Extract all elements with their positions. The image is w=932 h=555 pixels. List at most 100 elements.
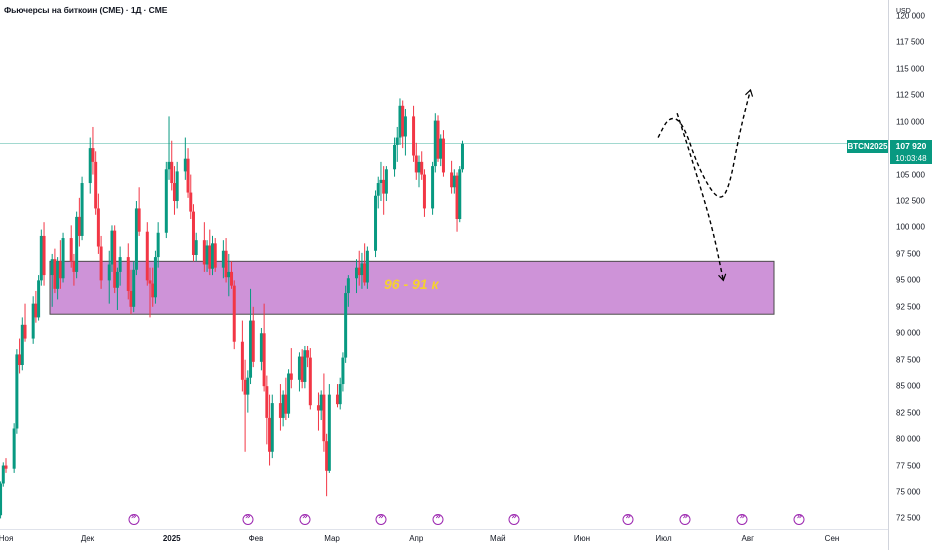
candle-body (88, 148, 92, 184)
candle-body (365, 250, 369, 283)
time-tick-label: Мар (324, 534, 340, 543)
candle-body (96, 208, 100, 247)
candle-body (246, 377, 250, 395)
price-tick-label: 85 000 (896, 381, 921, 391)
price-tick-label: 77 500 (896, 461, 921, 471)
candle-body (126, 257, 130, 291)
time-tick-label: Апр (409, 534, 424, 543)
economic-event-icon[interactable] (375, 512, 387, 525)
candle-body (50, 259, 54, 276)
candle-body (268, 417, 272, 452)
price-tick-label: 100 000 (896, 222, 925, 232)
candle-body (115, 271, 119, 288)
candle-body (270, 403, 274, 452)
economic-event-icon[interactable] (432, 512, 444, 525)
candle-body (287, 373, 291, 414)
economic-event-icon[interactable] (622, 512, 634, 525)
candle-body (412, 116, 416, 156)
candle-body (77, 216, 81, 236)
chart-title: Фьючерсы на биткоин (CME) · 1Д · CME (4, 5, 168, 15)
candle-body (145, 231, 149, 281)
economic-event-icon[interactable] (242, 512, 254, 525)
candle-body (170, 161, 174, 184)
candle-body (357, 267, 361, 276)
candle-body (335, 394, 339, 405)
bar-countdown-label: 10:03:48 (890, 153, 932, 164)
candle-body (221, 250, 225, 268)
candle-body (4, 465, 8, 469)
candle-body (75, 216, 79, 272)
forecast-path (657, 89, 752, 198)
candle-body (113, 230, 117, 288)
candle-body (325, 441, 329, 471)
forecast-arrowhead (745, 88, 754, 97)
candle-body (303, 350, 307, 382)
candle-body (56, 261, 60, 289)
candle-body (452, 175, 456, 188)
candle-body (153, 257, 157, 298)
price-axis-border (888, 0, 889, 550)
candle-body (224, 250, 228, 278)
candle-body (230, 271, 234, 286)
candle-body (69, 238, 73, 262)
current-price-label: 107 920 (890, 140, 932, 153)
candle-body (355, 267, 359, 279)
candle-body (322, 394, 326, 442)
candle-body (395, 137, 399, 145)
candle-body (281, 394, 285, 418)
candle-body (382, 179, 386, 194)
economic-event-icon[interactable] (128, 512, 140, 525)
candle-body (211, 243, 214, 269)
candle-body (99, 246, 103, 281)
candle-body (403, 116, 407, 137)
candle-body (148, 280, 152, 284)
candle-body (327, 394, 331, 471)
candle-body (53, 259, 57, 289)
candle-body (118, 257, 122, 272)
candle-body (344, 293, 348, 358)
time-tick-label: Сен (824, 534, 840, 543)
candle-body (61, 238, 65, 279)
candle-body (431, 166, 435, 209)
economic-event-icon[interactable] (508, 512, 520, 525)
price-tick-label: 95 000 (896, 275, 921, 285)
time-tick-label: Фев (248, 534, 264, 543)
candle-body (398, 105, 402, 138)
candle-body (265, 386, 269, 418)
candle-body (164, 169, 168, 233)
candle-body (433, 120, 437, 167)
candle-body (137, 208, 141, 232)
candle-body (401, 105, 405, 137)
price-tick-label: 87 500 (896, 355, 921, 365)
economic-event-icon[interactable] (299, 512, 311, 525)
candle-body (319, 394, 323, 411)
candle-body (189, 192, 193, 212)
economic-event-icon[interactable] (793, 512, 805, 525)
candle-body (414, 155, 418, 173)
zone-label: 96 - 91 к (384, 276, 439, 292)
time-tick-label: Дек (80, 534, 95, 543)
economic-event-icon[interactable] (679, 512, 691, 525)
time-tick-label: Авг (741, 534, 755, 543)
currency-label[interactable]: USD (896, 8, 911, 15)
candle-body (384, 169, 388, 194)
candle-body (132, 269, 136, 307)
time-tick-label: 2025 (162, 534, 181, 543)
time-tick-label: Июн (573, 534, 591, 543)
candle-body (175, 171, 179, 202)
candle-body (417, 161, 421, 173)
candle-body (278, 403, 282, 418)
candle-body (186, 158, 190, 193)
candle-body (39, 235, 43, 281)
candle-body (249, 320, 253, 378)
candle-body (232, 285, 236, 342)
support-zone (49, 260, 775, 315)
candle-body (107, 264, 111, 281)
candle-body (338, 384, 342, 405)
candle-body (458, 169, 462, 220)
candle-body (259, 333, 263, 362)
candle-body (379, 179, 383, 184)
economic-event-icon[interactable] (736, 512, 748, 525)
